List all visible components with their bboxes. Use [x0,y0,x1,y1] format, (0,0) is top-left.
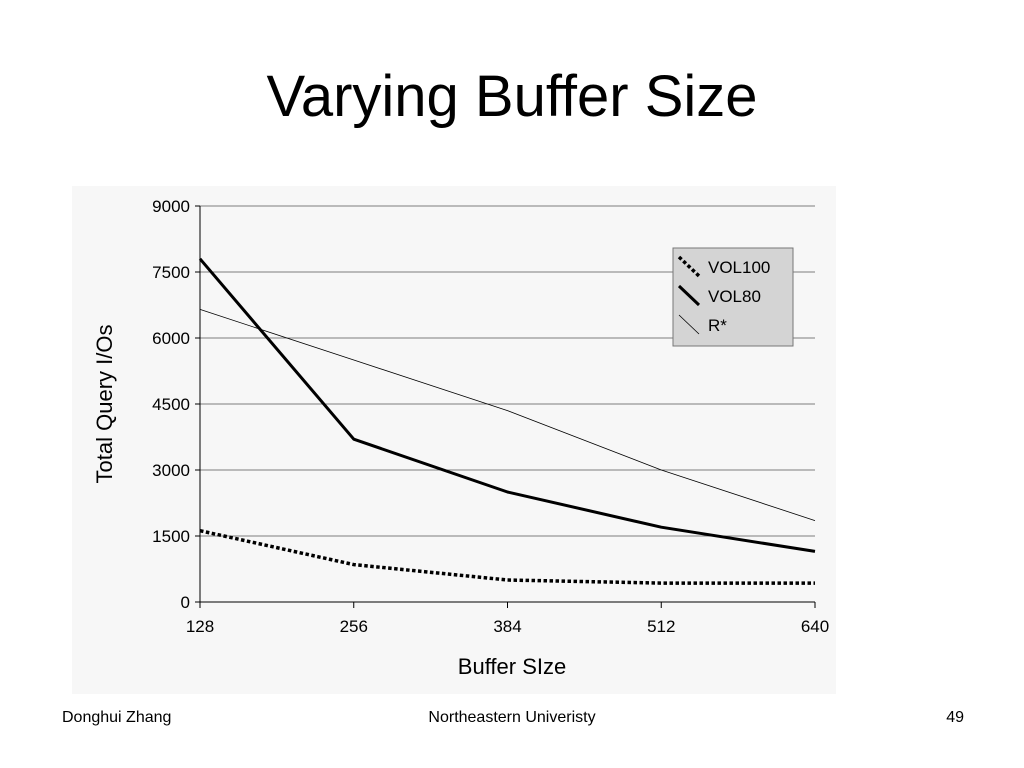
series-line-vol100 [199,528,815,585]
y-tick-label: 0 [181,593,190,612]
y-tick-label: 4500 [152,395,190,414]
x-tick-label: 256 [340,617,368,636]
series-line-vol80 [198,257,816,553]
x-tick-label: 384 [493,617,521,636]
y-tick-label: 6000 [152,329,190,348]
legend-swatch [678,314,700,335]
x-tick-label: 640 [801,617,829,636]
x-axis-label: Buffer SIze [458,654,566,679]
x-tick-label: 512 [647,617,675,636]
y-tick-label: 9000 [152,197,190,216]
line-chart: 0 1500 3000 4500 6000 7500 9000 128 256 384 512 64… [92,197,829,679]
x-tick-label: 128 [186,617,214,636]
series-lines [198,257,816,585]
legend-label: R* [708,316,727,335]
y-axis-label: Total Query I/Os [92,325,117,484]
legend-box [672,247,794,347]
footer-institution: Northeastern Univeristy [428,709,596,726]
chart-area: 0 1500 3000 4500 6000 7500 9000 128 256 384 512 64… [72,186,836,694]
legend-swatch [677,255,701,278]
y-tick-label: 3000 [152,461,190,480]
legend-swatch [677,284,701,307]
legend-label: VOL100 [708,258,770,277]
y-tick-label: 1500 [152,527,190,546]
slide-title: Varying Buffer Size [266,64,758,129]
series-line-r [199,309,816,521]
legend: VOL100 VOL80 R* [672,247,794,347]
x-tick-labels: 128 256 384 512 640 [186,602,829,636]
legend-label: VOL80 [708,287,761,306]
footer-author: Donghui Zhang [62,709,172,726]
y-tick-label: 7500 [152,263,190,282]
slide-number: 49 [946,709,964,726]
y-tick-labels: 0 1500 3000 4500 6000 7500 9000 [152,197,200,612]
